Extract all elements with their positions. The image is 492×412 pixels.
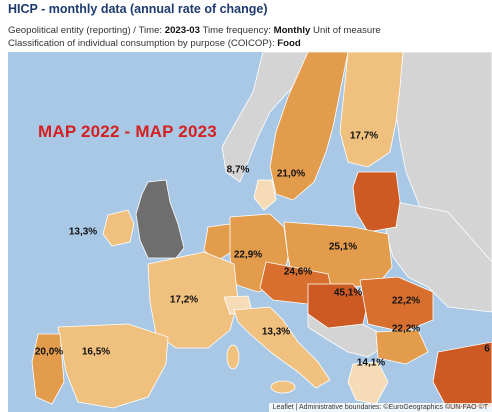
sweden-region[interactable] [269,52,349,201]
page-title: HICP - monthly data (annual rate of chan… [8,2,268,16]
map-area[interactable]: MAP 2022 - MAP 2023 21,0% 17,7% 8,7% 13,… [8,52,492,412]
france-region[interactable] [147,251,239,349]
bulgaria-region[interactable] [375,329,429,365]
baltics-region[interactable] [352,171,401,233]
label-finland: 17,7% [349,130,379,142]
label-france: 17,2% [169,294,199,306]
label-greece: 14,1% [356,357,386,369]
label-romania: 22,2% [391,295,421,307]
map-svg[interactable] [8,52,492,412]
ireland-region[interactable] [102,209,135,247]
meta-line-coicop: Classification of individual consumption… [8,38,301,49]
label-czechia: 24,6% [283,266,313,278]
meta-line-time: Geopolitical entity (reporting) / Time: … [8,25,381,36]
denmark-region[interactable] [253,179,277,211]
meta-coicop-value: Food [277,38,301,49]
meta-frequency-value: Monthly [273,25,311,36]
label-germany: 22,9% [233,249,263,261]
sicily-region[interactable] [270,380,296,394]
hungary-region[interactable] [307,283,369,329]
meta-mid: Time frequency: [199,25,274,36]
label-ireland: 13,3% [68,226,98,238]
label-hungary: 45,1% [333,287,363,299]
label-portugal: 20,0% [34,346,64,358]
spain-region[interactable] [57,323,169,409]
label-sweden: 21,0% [276,168,306,180]
map-heading: MAP 2022 - MAP 2023 [38,122,217,141]
label-italy: 13,3% [261,326,291,338]
meta-time-value: 2023-03 [164,25,200,36]
benelux-region[interactable] [203,223,235,263]
sardinia-region[interactable] [226,344,240,370]
finland-region[interactable] [339,52,404,168]
romania-region[interactable] [359,276,434,333]
meta-coicop-prefix: Classification of individual consumption… [8,38,278,49]
label-spain: 16,5% [81,346,111,358]
label-bulgaria: 22,2% [391,323,421,335]
portugal-region[interactable] [31,333,65,405]
meta-suffix: Unit of measure [310,25,381,36]
label-denmark: 8,7% [226,164,250,176]
map-attribution[interactable]: Leaflet | Administrative boundaries: ©Eu… [268,403,492,412]
label-poland: 25,1% [328,241,358,253]
meta-prefix: Geopolitical entity (reporting) / Time: [8,25,165,36]
italy-region[interactable] [233,306,331,389]
label-turkey: 6 [484,343,490,355]
